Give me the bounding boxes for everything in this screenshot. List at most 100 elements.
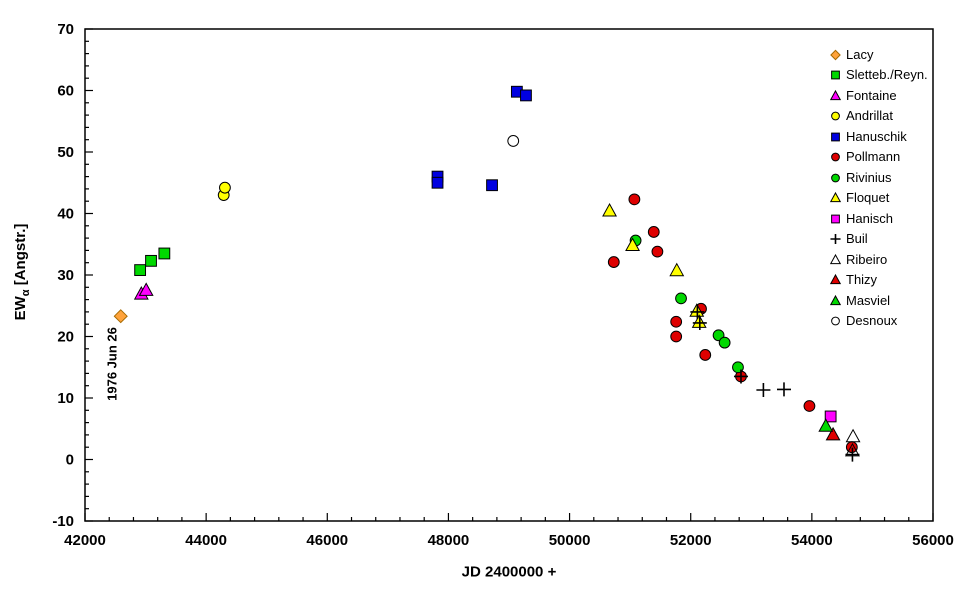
legend-item-rivinius: Rivinius: [828, 167, 928, 188]
y-axis-tick-label-10: 10: [57, 390, 74, 407]
point-hanuschik-1: [431, 176, 444, 189]
pollmann-marker-shape: [831, 152, 840, 162]
y-axis-tick-label--10: -10: [52, 513, 74, 530]
point-ribeiro-0: [845, 428, 861, 443]
point-fontaine-1: [138, 282, 154, 296]
legend-label-sletteb-reyn: Sletteb./Reyn.: [846, 67, 928, 83]
buil-marker-icon: [830, 234, 841, 245]
fontaine-marker-icon: [829, 89, 842, 100]
legend-label-hanuschik: Hanuschik: [846, 128, 907, 144]
legend-label-pollmann: Pollmann: [846, 149, 901, 165]
point-pollmann-0: [607, 256, 620, 268]
point-buil-4: [776, 382, 791, 397]
hanuschik-marker-shape: [831, 132, 840, 142]
legend-label-andrillat: Andrillat: [846, 108, 893, 124]
y-axis-tick-label-60: 60: [57, 83, 74, 100]
x-axis-tick-label-46000: 46000: [306, 532, 348, 549]
floquet-marker-shape: [829, 192, 842, 203]
point-buil-5: [845, 447, 860, 462]
point-andrillat-1: [219, 181, 231, 194]
pollmann-marker-icon: [831, 152, 840, 162]
point-floquet-0: [602, 203, 617, 217]
thizy-marker-shape: [829, 274, 842, 285]
legend-label-desnoux: Desnoux: [846, 313, 898, 329]
legend-item-floquet: Floquet: [828, 188, 928, 209]
legend-label-masviel: Masviel: [846, 292, 891, 308]
point-rivinius-3: [718, 336, 731, 349]
annotation-1976-jun-26: 1976 Jun 26: [104, 327, 120, 402]
x-axis-title: JD 2400000 +: [461, 563, 557, 581]
y-axis-tick-label-50: 50: [57, 144, 74, 161]
legend-item-buil: Buil: [828, 229, 928, 250]
y-axis-tick-label-20: 20: [57, 329, 74, 346]
legend-item-pollmann: Pollmann: [828, 147, 928, 168]
rivinius-marker-icon: [831, 173, 840, 183]
legend-item-ribeiro: Ribeiro: [828, 249, 928, 270]
x-axis-tick-label-54000: 54000: [791, 532, 833, 549]
point-pollmann-2: [647, 226, 660, 238]
legend-item-masviel: Masviel: [828, 290, 928, 311]
sletteb-reyn-marker-icon: [831, 70, 840, 80]
point-buil-2: [733, 369, 748, 384]
legend-item-lacy: Lacy: [828, 44, 928, 65]
point-sletteb-reyn-0: [134, 264, 147, 276]
point-rivinius-1: [675, 292, 687, 305]
y-axis-title: EWα [Angstr.]: [12, 224, 32, 321]
point-floquet-1: [625, 237, 641, 251]
point-pollmann-4: [670, 315, 683, 328]
point-thizy-0: [825, 426, 841, 441]
lacy-marker-shape: [830, 49, 841, 61]
point-hanisch-0: [824, 410, 837, 423]
y-axis-tick-label-0: 0: [66, 452, 74, 469]
legend-item-desnoux: Desnoux: [828, 311, 928, 332]
masviel-marker-icon: [829, 294, 842, 305]
andrillat-marker-shape: [831, 111, 840, 121]
legend-item-andrillat: Andrillat: [828, 106, 928, 127]
x-axis-tick-label-50000: 50000: [549, 532, 591, 549]
point-ribeiro-1: [844, 442, 860, 457]
point-pollmann-3: [651, 245, 664, 258]
point-buil-3: [756, 383, 771, 398]
legend-item-hanisch: Hanisch: [828, 208, 928, 229]
y-axis-title-suffix: [Angstr.]: [12, 223, 29, 290]
chart-legend: Lacy Sletteb./Reyn. Fontaine Andrillat Hanus…: [828, 44, 928, 331]
ribeiro-marker-shape: [829, 253, 842, 264]
y-axis-tick-label-40: 40: [57, 206, 74, 223]
point-lacy-0: [113, 309, 128, 324]
x-axis-tick-label-52000: 52000: [670, 532, 712, 549]
y-axis-title-prefix: EW: [12, 296, 29, 321]
hanuschik-marker-icon: [831, 132, 840, 142]
point-masviel-0: [818, 418, 834, 432]
desnoux-marker-shape: [831, 316, 840, 326]
fontaine-marker-shape: [829, 89, 842, 100]
point-pollmann-5: [670, 330, 683, 343]
y-axis-tick-label-30: 30: [57, 267, 74, 284]
legend-label-thizy: Thizy: [846, 272, 878, 288]
ribeiro-marker-icon: [829, 253, 842, 264]
point-hanuschik-2: [486, 179, 498, 192]
point-sletteb-reyn-2: [158, 247, 171, 260]
point-desnoux-0: [507, 135, 520, 147]
point-pollmann-7: [699, 349, 712, 361]
point-buil-0: [690, 304, 705, 319]
hanisch-marker-shape: [831, 214, 840, 224]
legend-label-floquet: Floquet: [846, 190, 890, 206]
point-floquet-2: [669, 262, 685, 277]
point-buil-1: [692, 315, 707, 330]
point-pollmann-9: [803, 400, 816, 412]
legend-item-sletteb-reyn: Sletteb./Reyn.: [828, 65, 928, 86]
legend-label-ribeiro: Ribeiro: [846, 251, 888, 267]
point-sletteb-reyn-1: [145, 254, 157, 267]
legend-item-thizy: Thizy: [828, 270, 928, 291]
rivinius-marker-shape: [831, 173, 840, 183]
legend-item-fontaine: Fontaine: [828, 85, 928, 106]
legend-item-hanuschik: Hanuschik: [828, 126, 928, 147]
point-pollmann-1: [628, 193, 641, 206]
thizy-marker-icon: [829, 274, 842, 285]
desnoux-marker-icon: [831, 316, 840, 326]
x-axis-tick-label-48000: 48000: [428, 532, 470, 549]
andrillat-marker-icon: [831, 111, 840, 121]
legend-label-rivinius: Rivinius: [846, 169, 892, 185]
